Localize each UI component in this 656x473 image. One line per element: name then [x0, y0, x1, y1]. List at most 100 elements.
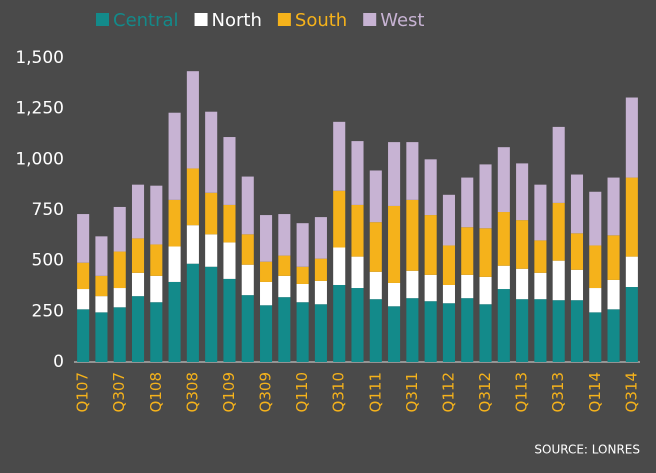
bar-segment	[131, 184, 145, 239]
bar-segment	[570, 174, 584, 234]
bar-segment	[497, 212, 510, 266]
bar-segment	[333, 284, 346, 362]
bar-segment	[113, 307, 126, 362]
bar-segment	[296, 223, 309, 267]
bar-segment	[406, 270, 419, 299]
x-tick-label: Q110	[293, 372, 311, 412]
x-tick-label: Q309	[257, 372, 275, 412]
bar-segment	[278, 275, 291, 298]
bar-segment	[497, 147, 510, 213]
bar-segment	[625, 256, 638, 288]
bar-segment	[570, 300, 584, 362]
bar-segment	[625, 287, 638, 362]
bar-segment	[516, 163, 529, 221]
bar-segment	[369, 299, 382, 362]
bar-segment	[205, 234, 218, 267]
bar-segment	[150, 302, 163, 362]
bar-segment	[442, 284, 455, 304]
source: SOURCE: LONRES	[534, 443, 640, 457]
bar-segment	[479, 228, 492, 277]
bar-segment	[442, 303, 455, 362]
bar-segment	[241, 234, 254, 265]
bar-segment	[406, 142, 419, 200]
bar-segment	[369, 222, 382, 272]
bar-segment	[516, 268, 529, 300]
y-tick-label: 1,250	[15, 99, 64, 119]
bar-segment	[516, 299, 529, 362]
bar-segment	[314, 258, 327, 281]
x-tick-label: Q108	[147, 372, 165, 412]
bar-segment	[534, 272, 547, 300]
bar-segment	[516, 220, 529, 269]
bar-segment	[241, 176, 254, 235]
bar-segment	[351, 256, 364, 289]
x-tick-label: Q112	[439, 372, 457, 412]
x-tick-label: Q113	[513, 372, 531, 412]
bar-segment	[205, 266, 218, 362]
bar-segment	[150, 185, 163, 245]
bar-segment	[296, 266, 309, 284]
y-tick-label: 1,000	[15, 149, 64, 169]
legend-label: Central	[113, 10, 179, 31]
bar-segment	[333, 190, 346, 248]
bar-segment	[589, 245, 602, 289]
bar-segment	[625, 177, 638, 257]
bar-segment	[534, 184, 547, 241]
bar-segment	[168, 246, 181, 282]
bar-segment	[333, 121, 346, 191]
bar-segment	[442, 245, 455, 285]
bar-segment	[589, 288, 602, 313]
bar-segment	[168, 281, 181, 362]
bar-segment	[131, 296, 145, 362]
bar-segment	[424, 215, 437, 275]
bar-segment	[552, 260, 565, 301]
bar-segment	[241, 264, 254, 296]
bar-segment	[552, 300, 565, 362]
bar-segment	[296, 302, 309, 362]
x-tick-label: Q109	[220, 372, 238, 412]
bar-segment	[260, 281, 273, 306]
bar-segment	[479, 304, 492, 362]
bar-segment	[333, 247, 346, 285]
bar-segment	[260, 261, 273, 282]
bar-segment	[223, 137, 236, 205]
bar-segment	[351, 141, 364, 205]
bar-segment	[461, 298, 474, 362]
bar-segment	[223, 278, 236, 362]
bar-segment	[314, 304, 327, 362]
bar-segment	[260, 215, 273, 262]
bar-segment	[589, 312, 602, 362]
bar-segment	[186, 168, 199, 226]
bar-segment	[388, 142, 401, 206]
bar-segment	[388, 282, 401, 307]
legend-label: South	[295, 10, 347, 31]
bar-segment	[77, 262, 90, 290]
bar-segment	[625, 97, 638, 178]
bar-segment	[570, 269, 584, 301]
bar-segment	[424, 301, 437, 362]
bar-segment	[461, 274, 474, 299]
bar-segment	[278, 255, 291, 276]
bar-segment	[570, 233, 584, 270]
bar-segment	[95, 275, 108, 297]
bar-segment	[186, 225, 199, 264]
bar-segment	[497, 265, 510, 290]
bar-segment	[497, 289, 510, 362]
bar-segment	[607, 235, 620, 280]
bar-segment	[95, 236, 108, 276]
bar-segment	[150, 275, 163, 303]
bar-segment	[314, 280, 327, 305]
bar-segment	[388, 306, 401, 362]
y-tick-label: 250	[32, 301, 64, 321]
legend-swatch	[277, 13, 291, 26]
bar-segment	[369, 170, 382, 223]
y-tick-label: 750	[32, 200, 64, 220]
bar-segment	[351, 204, 364, 257]
bar-segment	[241, 295, 254, 362]
bar-segment	[278, 297, 291, 362]
bar-segment	[552, 202, 565, 261]
bar-segment	[589, 191, 602, 246]
legend-swatch	[194, 13, 208, 26]
x-tick-label: Q111	[366, 372, 384, 412]
